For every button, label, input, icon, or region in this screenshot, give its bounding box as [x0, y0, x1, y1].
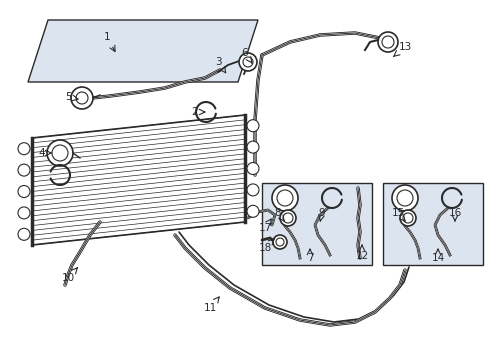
Circle shape	[246, 205, 259, 217]
Text: 11: 11	[203, 297, 219, 313]
Text: 9: 9	[318, 208, 325, 221]
Text: 3: 3	[214, 57, 225, 73]
Circle shape	[402, 213, 412, 223]
Bar	[262, 183, 371, 265]
Circle shape	[283, 213, 292, 223]
Text: 6: 6	[241, 48, 251, 63]
Circle shape	[47, 140, 73, 166]
Circle shape	[18, 164, 30, 176]
Circle shape	[272, 235, 286, 249]
Circle shape	[52, 145, 68, 161]
Text: 16: 16	[447, 208, 461, 221]
Circle shape	[391, 185, 417, 211]
Circle shape	[18, 228, 30, 240]
Text: 2: 2	[191, 107, 204, 117]
Circle shape	[271, 185, 297, 211]
Circle shape	[76, 92, 88, 104]
Text: 13: 13	[393, 42, 411, 57]
Circle shape	[381, 36, 393, 48]
Circle shape	[396, 190, 412, 206]
Text: 8: 8	[274, 208, 284, 221]
Circle shape	[246, 120, 259, 132]
Text: 10: 10	[61, 268, 77, 283]
Circle shape	[18, 143, 30, 155]
Circle shape	[246, 162, 259, 175]
Polygon shape	[32, 115, 244, 245]
Polygon shape	[28, 20, 258, 82]
Text: 7: 7	[306, 249, 313, 263]
Circle shape	[276, 190, 292, 206]
Circle shape	[18, 185, 30, 198]
Text: 4: 4	[39, 148, 51, 158]
Text: 14: 14	[430, 249, 444, 263]
Circle shape	[239, 53, 257, 71]
Text: 5: 5	[64, 92, 78, 102]
Circle shape	[246, 141, 259, 153]
Text: 1: 1	[103, 32, 115, 51]
Text: 15: 15	[390, 208, 405, 221]
Circle shape	[71, 87, 93, 109]
Circle shape	[399, 210, 415, 226]
Bar	[382, 183, 482, 265]
Text: 12: 12	[355, 245, 368, 261]
Circle shape	[377, 32, 397, 52]
Circle shape	[18, 207, 30, 219]
Text: 18: 18	[258, 238, 274, 253]
Circle shape	[246, 184, 259, 196]
Circle shape	[243, 57, 252, 67]
Circle shape	[275, 238, 284, 246]
Circle shape	[280, 210, 295, 226]
Text: 17: 17	[258, 219, 271, 233]
